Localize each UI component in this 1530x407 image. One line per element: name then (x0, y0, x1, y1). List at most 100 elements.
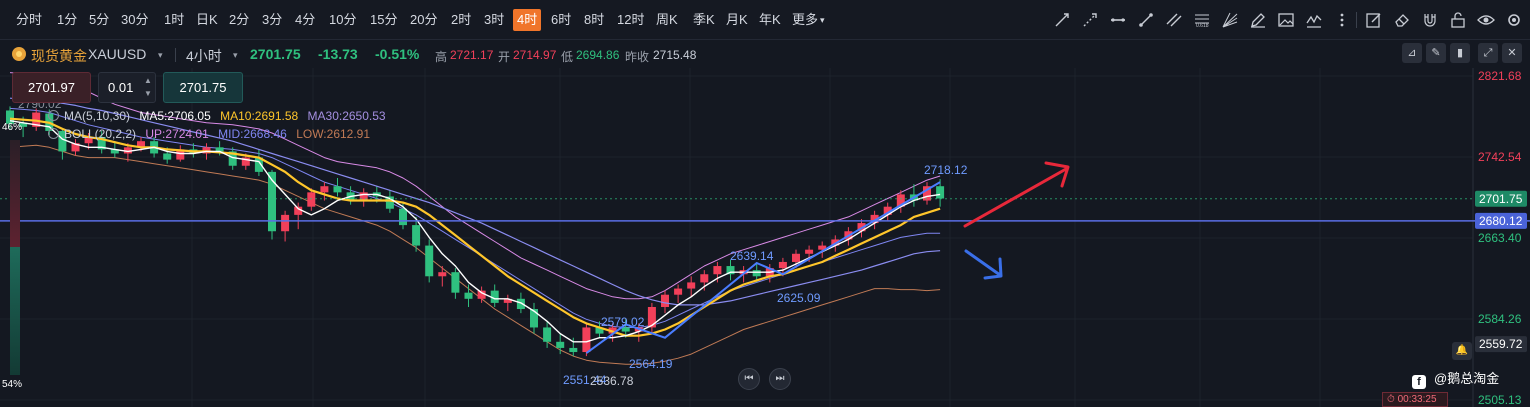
candle-0 (6, 106, 14, 129)
timeframe-15[interactable]: 6时 (551, 12, 572, 27)
price-annotation-7: 2536.78 (590, 374, 634, 388)
segment-icon[interactable] (1136, 10, 1156, 30)
candle-countdown: ⏱ 00:33:25 (1382, 392, 1448, 407)
alert-price-tag-text: 2559.72 (1479, 337, 1523, 351)
timeframe-9[interactable]: 10分 (329, 12, 357, 27)
candle-body (110, 149, 119, 154)
candle-body (778, 261, 787, 269)
candle-23 (307, 188, 316, 211)
price-chart[interactable]: 2790.022718.122639.142625.092579.022564.… (0, 68, 1530, 407)
pencil-icon[interactable] (1248, 10, 1268, 30)
stepper-up-icon[interactable]: ▲ (144, 76, 152, 85)
candle-body (792, 253, 800, 262)
boll-up-value: UP:2724.01 (145, 127, 209, 141)
timeframe-3[interactable]: 30分 (121, 12, 149, 27)
timeframe-18[interactable]: 周K (656, 12, 678, 27)
candle-body (713, 266, 722, 275)
eye-icon[interactable] (1476, 10, 1496, 30)
toolbar-divider (1356, 12, 1357, 28)
quantity-stepper[interactable]: ▲ ▼ (142, 74, 154, 101)
quantity-input[interactable]: 0.01 (98, 72, 156, 103)
candle-body (97, 137, 106, 150)
image-icon[interactable] (1276, 10, 1296, 30)
timeframe-22[interactable]: 更多 (792, 12, 819, 27)
candle-53 (700, 270, 709, 291)
timeframe-4[interactable]: 1时 (164, 12, 185, 27)
close-icon[interactable]: ✕ (1502, 43, 1522, 63)
magnet-icon[interactable] (1420, 10, 1440, 30)
low-value: 2694.86 (576, 48, 620, 62)
timeframe-8[interactable]: 4分 (295, 12, 316, 27)
candle-32 (425, 239, 434, 283)
ray-line-icon[interactable] (1080, 10, 1100, 30)
timeframe-21[interactable]: 年K (759, 12, 781, 27)
interval-selector[interactable]: 4小时 (186, 48, 222, 64)
eye-icon[interactable] (48, 110, 59, 121)
lock-icon[interactable] (1448, 10, 1468, 30)
buy-price-button[interactable]: 2701.75 (163, 72, 243, 103)
candle-40 (530, 302, 538, 334)
candle-4 (58, 127, 67, 160)
alert-price-tag: 2559.72 (1475, 336, 1527, 353)
eye-icon[interactable] (48, 128, 59, 139)
price-annotation-6: 2551.44 (563, 373, 607, 387)
candle-body (752, 270, 761, 277)
sentiment-bar-buy (10, 247, 20, 375)
edit-icon[interactable] (1364, 10, 1384, 30)
candle-body (503, 298, 512, 303)
ma-legend[interactable]: MA(5,10,30) MA5:2706.05 MA10:2691.58 MA3… (48, 109, 386, 123)
symbol-name[interactable]: 现货黄金 (31, 48, 87, 64)
eraser-icon[interactable] (1392, 10, 1412, 30)
wave-icon[interactable] (1304, 10, 1324, 30)
timeframe-7[interactable]: 3分 (262, 12, 283, 27)
boll-legend[interactable]: BOLL(20,2,2) UP:2724.01 MID:2668.46 LOW:… (48, 127, 370, 141)
candle-body (137, 141, 145, 148)
interval-caret-icon[interactable]: ▾ (233, 50, 238, 60)
fullscreen-icon[interactable]: ⤢ (1478, 43, 1498, 63)
timeframe-12[interactable]: 2时 (451, 12, 472, 27)
stepper-down-icon[interactable]: ▼ (144, 89, 152, 98)
draw-icon[interactable]: ✎ (1426, 43, 1446, 63)
timeframe-19[interactable]: 季K (693, 12, 715, 27)
more-caret-icon[interactable]: ▾ (820, 15, 825, 25)
timeframe-10[interactable]: 15分 (370, 12, 398, 27)
symbol-code[interactable]: XAUUSD (88, 46, 147, 62)
candle-37 (490, 284, 499, 307)
timeframe-16[interactable]: 8时 (584, 12, 605, 27)
timeframe-6[interactable]: 2分 (229, 12, 250, 27)
timeframe-11[interactable]: 20分 (410, 12, 438, 27)
red-up-arrow (963, 161, 1070, 228)
timeframe-17[interactable]: 12时 (617, 12, 645, 27)
candle-52 (687, 276, 696, 297)
fibonacci-icon[interactable]: 0.618 (1192, 10, 1212, 30)
more-dots-icon[interactable] (1332, 10, 1352, 30)
indicator-icon[interactable]: ▮ (1450, 43, 1470, 63)
candle-5 (71, 139, 80, 156)
sell-price-button[interactable]: 2701.97 (12, 72, 91, 103)
timeframe-13[interactable]: 3时 (484, 12, 505, 27)
trend-line-icon[interactable] (1052, 10, 1072, 30)
candle-body (84, 137, 93, 144)
fan-icon[interactable] (1220, 10, 1240, 30)
parallel-channel-icon[interactable] (1164, 10, 1184, 30)
timeframe-14[interactable]: 4时 (513, 9, 542, 31)
sentiment-bottom-pct: 54% (2, 379, 23, 390)
settings-icon[interactable] (1504, 10, 1524, 30)
symbol-caret-icon[interactable]: ▾ (158, 50, 163, 60)
open-value: 2714.97 (513, 48, 557, 62)
candle-body (281, 214, 290, 232)
scroll-to-start-button[interactable]: ⏮ (738, 368, 760, 390)
timeframe-20[interactable]: 月K (726, 12, 748, 27)
timeframe-0[interactable]: 分时 (16, 12, 43, 27)
prev-close-value: 2715.48 (653, 48, 697, 62)
horizontal-line-icon[interactable] (1108, 10, 1128, 30)
alert-bell-icon[interactable]: 🔔 (1452, 342, 1472, 360)
timeframe-1[interactable]: 1分 (57, 12, 78, 27)
timeframe-5[interactable]: 日K (196, 12, 218, 27)
scroll-to-end-button[interactable]: ⏭ (769, 368, 791, 390)
candle-body (543, 327, 552, 342)
chart-type-icon[interactable]: ⊿ (1402, 43, 1422, 63)
candle-22 (294, 202, 303, 230)
timeframe-2[interactable]: 5分 (89, 12, 110, 27)
candle-body (936, 186, 945, 199)
